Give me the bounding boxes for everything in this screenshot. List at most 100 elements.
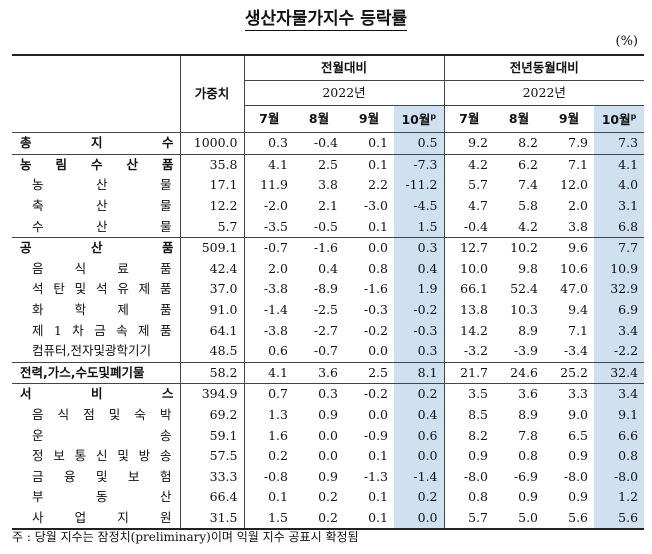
mom-cell: 1.3: [268, 407, 288, 423]
mom-cell: -0.4: [294, 132, 344, 155]
mom-cell: -0.7: [313, 343, 338, 359]
yoy-cell: 4.1: [594, 153, 645, 176]
yoy-cell: 8.9: [518, 407, 539, 423]
row-label-char: 산: [126, 156, 138, 172]
yoy-cell: 9.0: [568, 407, 589, 423]
yoy-cell: 5.0: [494, 507, 545, 531]
weight-cell: 66.4: [180, 487, 245, 508]
table-row: 음 식 점 및 숙 박 69.2 1.3 0.9 0.0 0.4 8.5 8.9 9.0 9.1: [12, 404, 645, 426]
row-label-char: 원: [159, 509, 172, 525]
mom-cell: -0.2: [344, 383, 394, 405]
mom-cell: -7.3: [394, 153, 445, 176]
yoy-cell: 0.9: [518, 489, 539, 505]
table-row: 농 림 수 산 품 35.8 4.1 2.5 0.1 -7.3 4.2 6.2 7.1 4.1: [12, 153, 645, 176]
mom-cell: 2.5: [294, 153, 344, 176]
row-label-text: 컴퓨터,전자및광학기기: [32, 343, 151, 359]
mom-cell: 0.1: [268, 489, 288, 505]
mom-cell: -8.9: [313, 281, 338, 297]
weight-cell: 58.2: [180, 361, 245, 384]
row-label-char: 품: [161, 240, 174, 256]
row-label-char: 사: [32, 509, 44, 525]
row-label-char: 및: [117, 448, 129, 464]
row-label-char: 료: [117, 260, 129, 276]
table-row: 공 산 품 509.1 -0.7 -1.6 0.0 0.3 12.7 10.2 9.6 7.7: [12, 236, 645, 259]
mom-cell: 0.1: [344, 153, 394, 176]
mom-cell: -3.8: [263, 281, 288, 297]
mom-cell: -0.3: [363, 302, 388, 318]
mom-cell: 0.1: [368, 218, 388, 234]
row-label-char: 산: [95, 218, 108, 234]
mom-cell: 1.6: [268, 427, 288, 443]
row-label-char: 운: [32, 427, 44, 443]
yoy-cell: 7.1: [544, 153, 595, 176]
yoy-cell: 6.8: [594, 216, 645, 238]
weight-cell: 12.2: [180, 195, 245, 217]
mom-cell: 0.1: [368, 489, 388, 505]
yoy-cell: 24.6: [494, 361, 545, 384]
row-label-char: 공: [20, 240, 32, 256]
table-row: 컴퓨터,전자및광학기기 48.5 0.6 -0.7 0.0 0.3 -3.2 -3.9 -3.4…: [12, 340, 645, 363]
mom-cell: 2.0: [268, 260, 288, 276]
weight-cell: 91.0: [180, 299, 245, 321]
yoy-cell: 9.6: [544, 236, 595, 259]
header-year-yoy: 2022년: [444, 80, 645, 106]
row-label-char: 음: [32, 407, 44, 423]
yoy-cell: 1.2: [594, 487, 645, 508]
mom-cell: -0.3: [394, 320, 445, 341]
yoy-cell: 52.4: [510, 281, 539, 297]
row-label-char: 스: [161, 386, 174, 402]
weight-cell: 1000.0: [180, 132, 245, 155]
yoy-cell: 3.3: [544, 383, 595, 405]
mom-cell: 0.3: [244, 132, 294, 155]
mom-cell: 2.5: [344, 361, 394, 384]
mom-cell: -2.7: [313, 322, 338, 338]
yoy-cell: 0.8: [594, 445, 645, 467]
yoy-cell: 5.8: [518, 198, 539, 214]
header-month-current: 10월p: [594, 105, 645, 133]
yoy-cell: 0.9: [568, 489, 589, 505]
weight-cell: 69.2: [180, 404, 245, 426]
mom-cell: 0.3: [394, 236, 445, 259]
weight-cell: 35.8: [180, 153, 245, 176]
mom-cell: 8.1: [394, 361, 445, 384]
row-label-char: 물: [159, 177, 172, 193]
yoy-cell: 3.6: [494, 383, 545, 405]
mom-cell: -3.8: [263, 322, 288, 338]
footnote: 주 : 당월 지수는 잠정치(preliminary)이며 익월 지수 공표시 …: [12, 530, 359, 544]
row-label-char: 품: [159, 260, 172, 276]
yoy-cell: 9.4: [568, 302, 589, 318]
mom-cell: 0.4: [394, 404, 445, 426]
mom-cell: -1.4: [394, 466, 445, 488]
row-label-char: 신: [95, 448, 108, 464]
mom-cell: -2.5: [313, 302, 338, 318]
yoy-cell: 5.7: [444, 507, 495, 531]
row-label-char: 산: [90, 240, 103, 256]
mom-cell: -0.2: [394, 299, 445, 321]
yoy-cell: 32.9: [594, 279, 645, 300]
row-label-char: 제: [138, 281, 151, 297]
yoy-cell: -3.9: [513, 343, 539, 359]
row-label-char: 금: [94, 322, 106, 338]
row-label-char: 차: [72, 322, 84, 338]
table-row: 서 비 스 394.9 0.7 0.3 -0.2 0.2 3.5 3.6 3.3 3.4: [12, 383, 645, 405]
yoy-cell: 6.6: [594, 425, 645, 446]
weight-cell: 33.3: [180, 466, 245, 488]
mom-cell: 1.5: [244, 507, 294, 531]
mom-cell: -0.7: [244, 236, 294, 259]
yoy-cell: 12.0: [560, 177, 589, 193]
yoy-cell: 12.7: [444, 236, 495, 259]
mom-cell: 0.4: [318, 260, 338, 276]
mom-cell: 0.1: [344, 507, 394, 531]
table-row: 사 업 지 원 31.5 1.5 0.2 0.1 0.0 5.7 5.0 5.6 5.6: [12, 507, 645, 531]
header-month-current: 10월p: [394, 105, 445, 133]
row-label-char: 학: [74, 302, 87, 318]
weight-cell: 31.5: [180, 507, 245, 531]
row-label-char: 보: [127, 468, 140, 484]
row-label-char: 부: [32, 489, 44, 505]
row-label-char: 점: [83, 407, 95, 423]
yoy-cell: 4.7: [468, 198, 489, 214]
yoy-cell: -3.4: [563, 343, 589, 359]
